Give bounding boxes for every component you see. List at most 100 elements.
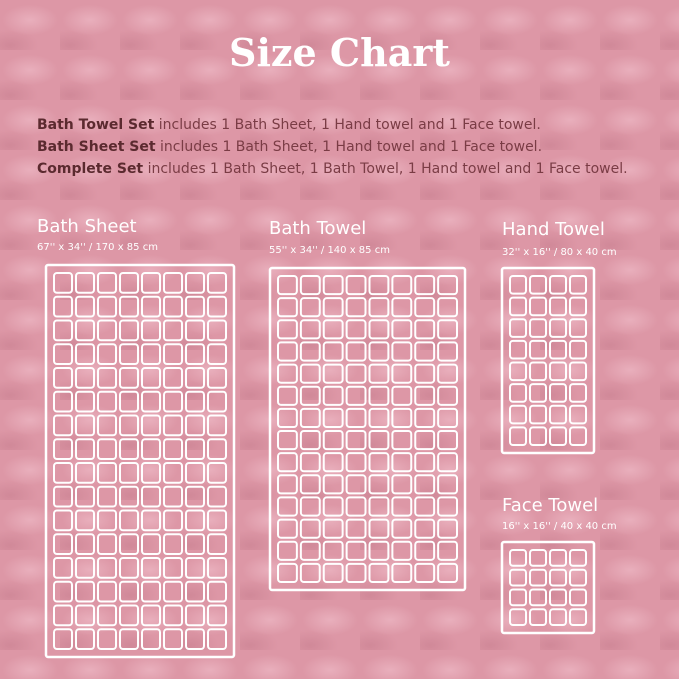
waffle-cell <box>185 438 205 460</box>
waffle-cell <box>414 319 436 340</box>
waffle-cell <box>97 533 117 555</box>
waffle-cell <box>119 414 139 437</box>
waffle-cell <box>299 385 321 406</box>
waffle-cell <box>119 462 139 484</box>
waffle-cell <box>345 562 367 583</box>
waffle-cell <box>414 341 436 362</box>
waffle-cell <box>322 407 344 429</box>
waffle-cell <box>277 319 298 340</box>
waffle-cell <box>53 272 73 294</box>
waffle-cell <box>185 319 205 342</box>
waffle-cell <box>53 390 73 413</box>
waffle-cell <box>345 341 367 362</box>
waffle-cell <box>97 367 117 389</box>
waffle-cell <box>299 319 321 340</box>
waffle-cell <box>207 557 227 579</box>
waffle-cell <box>549 404 567 425</box>
waffle-cell <box>368 407 390 429</box>
waffle-cell <box>207 367 227 389</box>
waffle-cell <box>529 426 547 446</box>
waffle-cell <box>277 363 298 384</box>
waffle-cell <box>529 296 547 317</box>
waffle-cell <box>75 533 95 555</box>
waffle-cell <box>569 608 587 626</box>
towel-name: Hand Towel <box>502 219 605 240</box>
waffle-cell <box>391 496 413 517</box>
waffle-cell <box>53 462 73 484</box>
set-name: Bath Towel Set <box>37 117 155 133</box>
waffle-cell <box>119 438 139 460</box>
set-name: Complete Set <box>37 161 144 177</box>
waffle-cell <box>163 319 183 342</box>
waffle-cell <box>299 430 321 451</box>
waffle-cell <box>569 296 587 317</box>
set-list: Bath Towel Set includes 1 Bath Sheet, 1 … <box>37 114 628 180</box>
waffle-cell <box>97 414 117 437</box>
waffle-cell <box>97 462 117 484</box>
waffle-cell <box>549 383 567 403</box>
waffle-cell <box>141 485 161 508</box>
waffle-cell <box>141 367 161 389</box>
waffle-cell <box>185 343 205 365</box>
waffle-cell <box>437 407 458 429</box>
waffle-cell <box>75 509 95 532</box>
waffle-cell <box>185 557 205 579</box>
waffle-cell <box>345 407 367 429</box>
waffle-cell <box>569 361 587 382</box>
waffle-cell <box>207 438 227 460</box>
waffle-cell <box>75 272 95 294</box>
waffle-cell <box>322 275 344 296</box>
waffle-cell <box>569 339 587 360</box>
waffle-cell <box>119 367 139 389</box>
waffle-cell <box>75 557 95 579</box>
waffle-cell <box>207 628 227 650</box>
waffle-cell <box>207 580 227 603</box>
waffle-cell <box>299 474 321 495</box>
waffle-cell <box>97 343 117 365</box>
waffle-cell <box>529 608 547 626</box>
waffle-cell <box>368 540 390 561</box>
waffle-cell <box>549 549 567 567</box>
waffle-cell <box>207 462 227 484</box>
waffle-cell <box>75 390 95 413</box>
waffle-cell <box>414 275 436 296</box>
towel-size: 67'' x 34'' / 170 x 85 cm <box>37 242 158 253</box>
waffle-cell <box>391 341 413 362</box>
waffle-cell <box>414 562 436 583</box>
waffle-cell <box>345 518 367 539</box>
waffle-cell <box>207 319 227 342</box>
waffle-cell <box>549 361 567 382</box>
waffle-cell <box>368 474 390 495</box>
waffle-cell <box>185 509 205 532</box>
waffle-cell <box>97 604 117 627</box>
waffle-cell <box>391 518 413 539</box>
waffle-cell <box>549 588 567 607</box>
waffle-cell <box>322 562 344 583</box>
waffle-cell <box>185 414 205 437</box>
waffle-cell <box>163 343 183 365</box>
towel-size: 32'' x 16'' / 80 x 40 cm <box>502 247 617 258</box>
waffle-cell <box>345 319 367 340</box>
waffle-cell <box>163 580 183 603</box>
waffle-cell <box>437 319 458 340</box>
waffle-cell <box>97 580 117 603</box>
waffle-cell <box>529 275 547 295</box>
waffle-cell <box>299 297 321 318</box>
waffle-cell <box>119 272 139 294</box>
waffle-cell <box>163 295 183 318</box>
waffle-cell <box>163 509 183 532</box>
waffle-cell <box>549 318 567 338</box>
waffle-cell <box>53 580 73 603</box>
waffle-cell <box>529 588 547 607</box>
waffle-cell <box>53 509 73 532</box>
waffle-cell <box>97 295 117 318</box>
waffle-cell <box>509 588 527 607</box>
waffle-cell <box>569 318 587 338</box>
waffle-cell <box>207 390 227 413</box>
waffle-cell <box>141 580 161 603</box>
waffle-cell <box>75 319 95 342</box>
waffle-cell <box>368 496 390 517</box>
waffle-cell <box>529 383 547 403</box>
waffle-cell <box>368 319 390 340</box>
